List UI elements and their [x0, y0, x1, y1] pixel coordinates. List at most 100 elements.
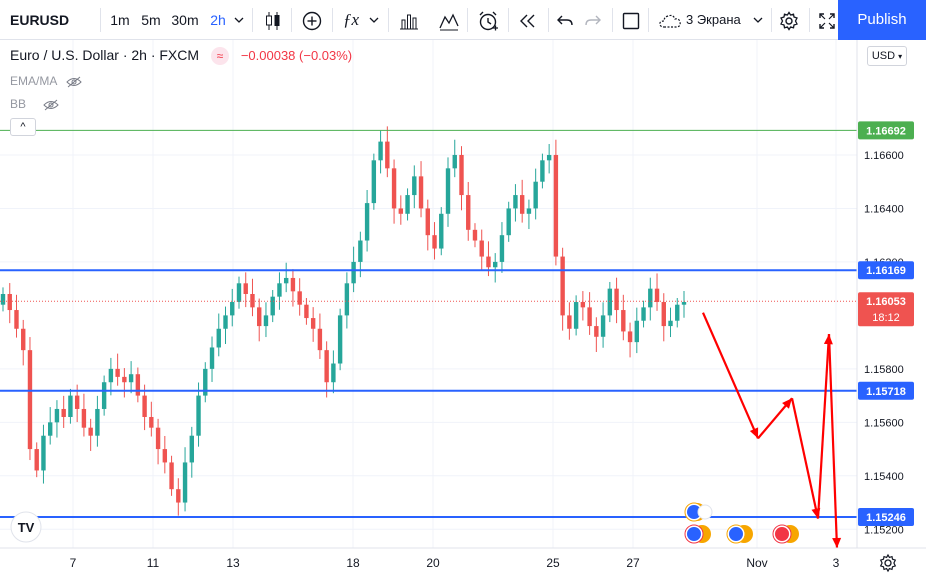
- toolbar-divider: [648, 8, 649, 32]
- arrow-head: [782, 398, 792, 409]
- indicators-chevron-icon[interactable]: [368, 0, 380, 40]
- candle-body: [7, 294, 12, 311]
- arrow-segment: [827, 334, 839, 549]
- candle-body: [95, 408, 100, 436]
- legend-title: Euro / U.S. Dollar · 2h · FXCM: [10, 47, 200, 63]
- layout-chevron-icon[interactable]: [752, 0, 764, 40]
- candle-body: [675, 304, 680, 321]
- candle-body: [519, 195, 525, 214]
- arrow-segment: [790, 398, 820, 519]
- candle-body: [27, 350, 33, 450]
- layout-name-label[interactable]: 3 Экрана: [686, 12, 741, 27]
- candle-body: [257, 307, 262, 327]
- candle-body: [135, 374, 141, 396]
- candle-body: [452, 154, 457, 169]
- interval-2h[interactable]: 2h: [210, 12, 226, 28]
- candle-body: [54, 408, 60, 423]
- candle-body: [378, 141, 383, 161]
- candle-body: [101, 382, 107, 409]
- price-axis-badges: 1.16692 1.16169 1.15718 1.15246 1.16053 18:12: [858, 121, 914, 526]
- price-axis-label: 1.15200: [864, 524, 904, 536]
- interval-5m[interactable]: 5m: [141, 12, 161, 28]
- indicator-ema-ma-label: EMA/MA: [10, 74, 57, 88]
- currency-chevron-icon: ▾: [898, 52, 903, 61]
- publish-button[interactable]: Publish: [838, 0, 926, 40]
- candle-body: [122, 376, 127, 383]
- candle-body: [331, 363, 336, 383]
- candle-body: [594, 326, 599, 337]
- candle-body: [432, 235, 437, 249]
- candle-body: [654, 288, 660, 303]
- redo-icon[interactable]: [582, 0, 604, 40]
- indicators-icon[interactable]: ƒx: [342, 10, 360, 29]
- candle-body: [283, 277, 289, 284]
- symbol-search-button[interactable]: EURUSD: [10, 12, 70, 28]
- currency-label: USD: [871, 50, 896, 62]
- templates-icon[interactable]: [397, 0, 421, 40]
- interval-dropdown-chevron-icon[interactable]: [233, 0, 245, 40]
- compare-icon[interactable]: [437, 0, 461, 40]
- candle-body: [533, 181, 538, 209]
- candle-body: [317, 328, 323, 351]
- candle-body: [560, 256, 565, 316]
- candle-body: [250, 294, 255, 308]
- level-price-badge: [858, 381, 914, 400]
- level-price-badge: [858, 507, 914, 526]
- candles-series: [0, 126, 687, 516]
- price-axis-label: 1.15600: [864, 417, 904, 429]
- toolbar-divider: [508, 8, 509, 32]
- candle-body: [668, 320, 673, 327]
- candle-body: [230, 302, 235, 316]
- candle-body: [277, 283, 282, 297]
- toolbar-divider: [809, 8, 810, 32]
- interval-1m[interactable]: 1m: [110, 12, 130, 28]
- toolbar-divider: [291, 8, 292, 32]
- candle-body: [506, 208, 511, 236]
- add-compare-icon[interactable]: [300, 0, 324, 40]
- candle-body: [189, 435, 194, 463]
- eye-crossed-icon: [66, 76, 82, 88]
- time-axis-label: Nov: [746, 556, 767, 570]
- candle-body: [21, 328, 26, 351]
- candle-body: [466, 195, 471, 230]
- price-chart[interactable]: 1.166001.164001.162001.158001.156001.154…: [0, 40, 926, 580]
- layout-icon[interactable]: [620, 0, 642, 40]
- top-toolbar: EURUSD 1m 5m 30m 2h ƒx 3 Э: [0, 0, 926, 40]
- candle-body: [0, 294, 6, 305]
- interval-30m[interactable]: 30m: [171, 12, 199, 28]
- candle-body: [634, 320, 640, 343]
- indicator-bb[interactable]: BB: [10, 97, 60, 111]
- candles-icon[interactable]: [262, 0, 284, 40]
- level-price-badge: [858, 261, 914, 280]
- candle-body: [600, 315, 606, 337]
- alert-icon[interactable]: [476, 0, 500, 40]
- last-price-badge: [858, 292, 914, 327]
- currency-selector[interactable]: USD ▾: [867, 46, 907, 66]
- level-price-badge: [858, 121, 914, 140]
- collapse-legend-button[interactable]: ^: [10, 118, 36, 136]
- market-status-icon[interactable]: ≈: [210, 47, 229, 66]
- candle-body: [385, 141, 390, 169]
- countdown-label: 18:12: [872, 312, 900, 324]
- candle-body: [155, 427, 161, 450]
- indicator-ema-ma[interactable]: EMA/MA: [10, 74, 82, 88]
- arrow-segment: [816, 334, 831, 519]
- toolbar-divider: [252, 8, 253, 32]
- candle-body: [546, 154, 552, 161]
- candle-body: [648, 288, 653, 308]
- time-axis-label: 7: [70, 556, 77, 570]
- candle-body: [81, 408, 87, 428]
- candle-body: [621, 310, 626, 332]
- candle-body: [573, 302, 579, 329]
- undo-icon[interactable]: [554, 0, 576, 40]
- price-axis-label: 1.15800: [864, 364, 904, 376]
- candle-body: [439, 213, 444, 249]
- replay-icon[interactable]: [516, 0, 540, 40]
- settings-icon[interactable]: [777, 0, 801, 40]
- candle-body: [358, 240, 363, 262]
- candle-body: [351, 261, 356, 284]
- level-price-label: 1.16692: [866, 125, 906, 137]
- cloud-icon[interactable]: [656, 0, 684, 40]
- candle-body: [88, 427, 93, 436]
- fullscreen-icon[interactable]: [816, 0, 838, 40]
